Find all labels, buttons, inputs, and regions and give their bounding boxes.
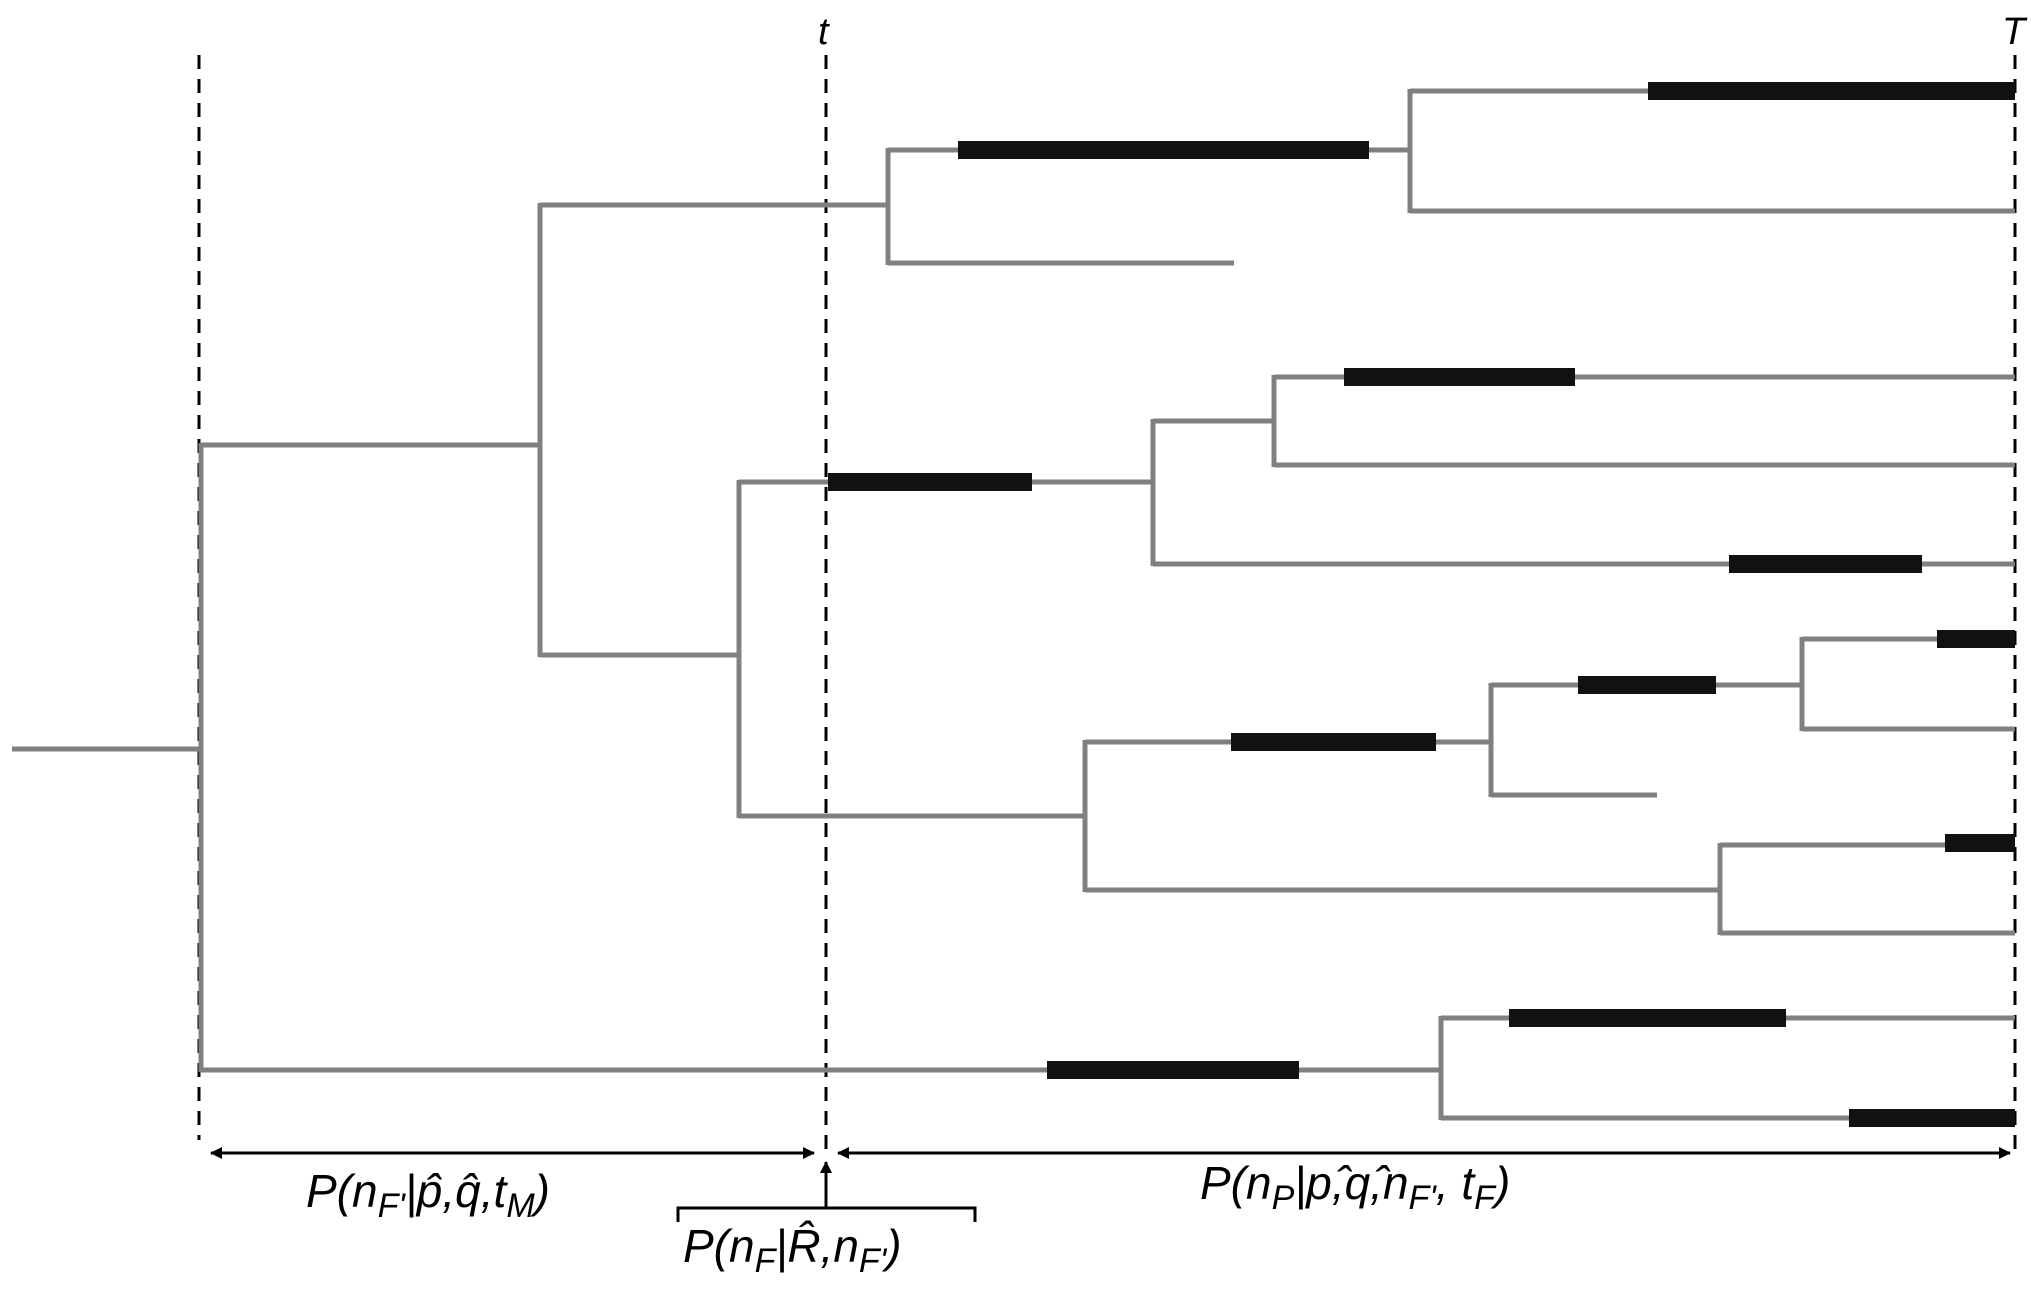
tree-branches — [12, 88, 2015, 1121]
fossil-ranges — [828, 82, 2015, 1127]
middle-point-formula: P(nF|R̂,nF') — [683, 1220, 902, 1280]
final-time-label: T — [2002, 11, 2028, 53]
present-time-label: t — [818, 11, 830, 53]
left-interval-formula: P(nF'|p̂,q̂,tM) — [306, 1165, 550, 1225]
right-interval-formula: P(nP|p,̂q,̂nF', tF) — [1200, 1157, 1510, 1217]
middle-bracket — [676, 1206, 977, 1222]
